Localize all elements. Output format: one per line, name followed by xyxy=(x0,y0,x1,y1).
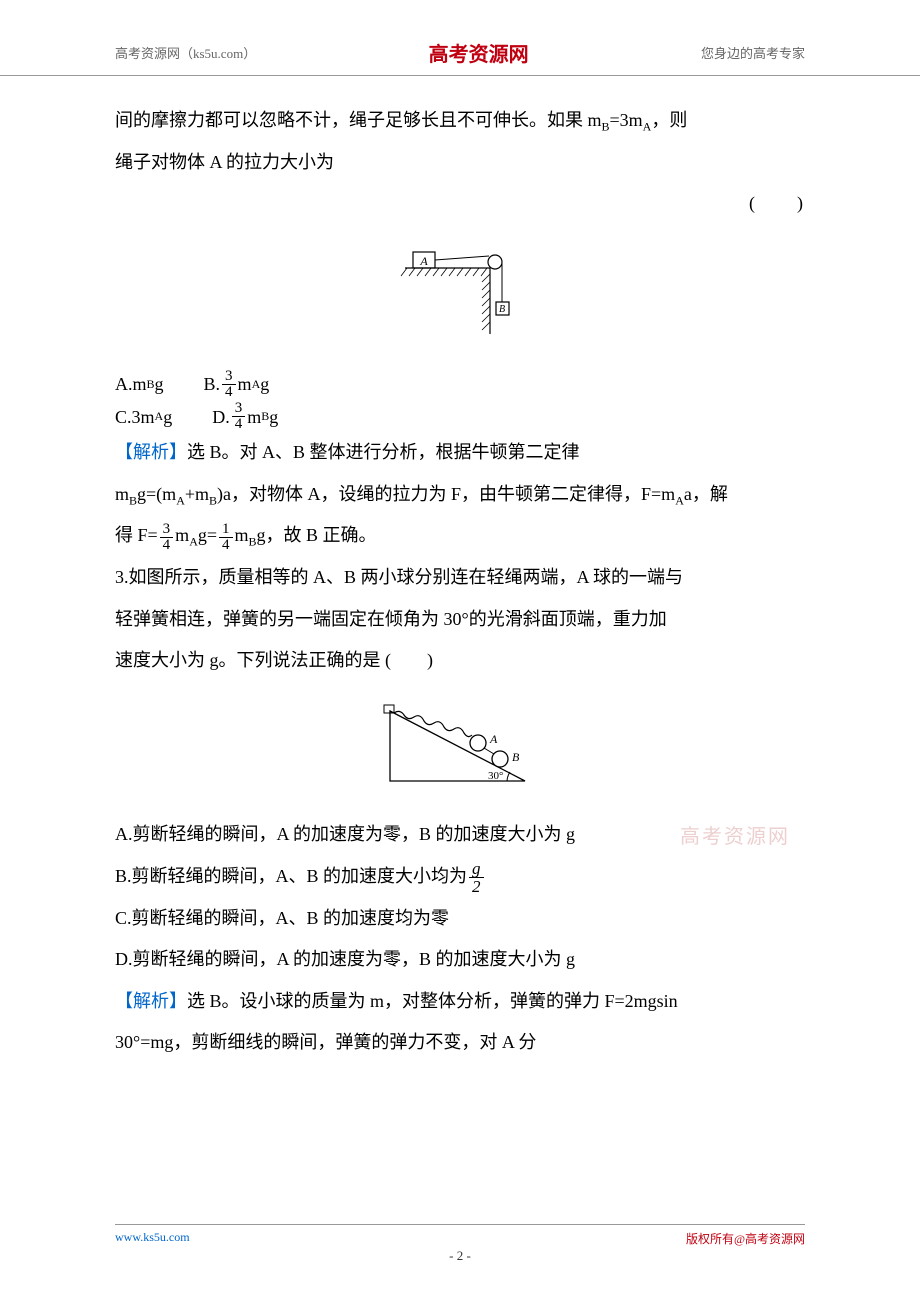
incline-diagram-icon: A B 30° xyxy=(360,691,560,791)
footer-url: www.ks5u.com xyxy=(115,1230,190,1247)
q2-analysis-line3: 得 F=34mAg=14mBg，故 B 正确。 xyxy=(115,516,805,556)
header-left-text: 高考资源网（ks5u.com） xyxy=(115,43,256,62)
q3-analysis-line1: 【解析】选 B。设小球的质量为 m，对整体分析，弹簧的弹力 F=2mgsin xyxy=(115,982,805,1022)
q3-diagram: A B 30° xyxy=(115,691,805,806)
page-header: 高考资源网（ks5u.com） 高考资源网 您身边的高考专家 xyxy=(0,0,920,76)
svg-text:30°: 30° xyxy=(488,770,503,782)
q2-diagram: A B xyxy=(115,234,805,359)
q3-option-d: D.剪断轻绳的瞬间，A 的加速度为零，B 的加速度大小为 g xyxy=(115,940,805,980)
fraction-icon: 34 xyxy=(160,522,174,553)
q2-analysis-line1: 【解析】选 B。对 A、B 整体进行分析，根据牛顿第二定律 xyxy=(115,433,805,473)
q2-analysis-line2: mBg=(mA+mB)a，对物体 A，设绳的拉力为 F，由牛顿第二定律得，F=m… xyxy=(115,475,805,515)
footer-copyright: 版权所有@高考资源网 xyxy=(686,1230,805,1247)
q2-options-row1: A. mBg B. 34 mAg xyxy=(115,368,805,400)
header-center-logo: 高考资源网 xyxy=(429,38,529,67)
svg-text:B: B xyxy=(499,304,505,315)
q3-option-b: B.剪断轻绳的瞬间，A、B 的加速度大小均为g2 xyxy=(115,857,805,897)
svg-text:A: A xyxy=(489,732,498,746)
watermark-text: 高考资源网 xyxy=(680,820,790,849)
q2-options-row2: C. 3mAg D. 34 mBg xyxy=(115,401,805,433)
q2-option-d: D. 34 mBg xyxy=(212,401,278,433)
page-footer: www.ks5u.com 版权所有@高考资源网 xyxy=(115,1224,805,1247)
main-content: 间的摩擦力都可以忽略不计，绳子足够长且不可伸长。如果 mB=3mA，则 绳子对物… xyxy=(0,101,920,1063)
pulley-diagram-icon: A B xyxy=(395,234,525,344)
fraction-icon: g2 xyxy=(469,860,484,895)
svg-text:A: A xyxy=(419,254,428,268)
q3-option-c: C.剪断轻绳的瞬间，A、B 的加速度均为零 xyxy=(115,899,805,939)
fraction-icon: 14 xyxy=(219,522,233,553)
q3-line3: 速度大小为 g。下列说法正确的是 ( ) xyxy=(115,641,805,681)
svg-text:B: B xyxy=(512,750,520,764)
q3-analysis-line2: 30°=mg，剪断细线的瞬间，弹簧的弹力不变，对 A 分 xyxy=(115,1023,805,1063)
q2-line1: 间的摩擦力都可以忽略不计，绳子足够长且不可伸长。如果 mB=3mA，则 xyxy=(115,101,805,141)
analysis-label: 【解析】 xyxy=(115,442,187,462)
q3-line1: 3.如图所示，质量相等的 A、B 两小球分别连在轻绳两端，A 球的一端与 xyxy=(115,558,805,598)
q2-line2: 绳子对物体 A 的拉力大小为 xyxy=(115,143,805,183)
fraction-icon: 34 xyxy=(232,401,246,432)
header-right-text: 您身边的高考专家 xyxy=(701,43,805,62)
page-number: - 2 - xyxy=(449,1248,471,1264)
q2-answer-blank: ( ) xyxy=(115,184,805,224)
q3-line2: 轻弹簧相连，弹簧的另一端固定在倾角为 30°的光滑斜面顶端，重力加 xyxy=(115,600,805,640)
q2-option-c: C. 3mAg xyxy=(115,401,172,433)
q2-option-a: A. mBg xyxy=(115,368,164,400)
analysis-label: 【解析】 xyxy=(115,991,187,1011)
q2-option-b: B. 34 mAg xyxy=(204,368,270,400)
fraction-icon: 34 xyxy=(222,369,236,400)
